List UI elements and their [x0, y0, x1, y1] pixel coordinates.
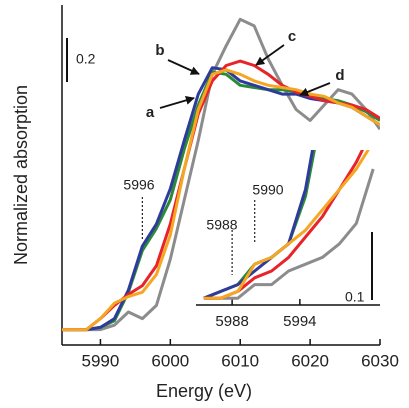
- x-tick-label: 6020: [291, 351, 329, 370]
- series-line: [203, 150, 315, 300]
- label-arrow: [299, 82, 331, 97]
- series-line: [62, 68, 380, 332]
- series-line: [203, 150, 370, 300]
- x-tick-label: 6010: [221, 351, 259, 370]
- y-axis-label: Normalized absorption: [11, 85, 31, 265]
- series-label: a: [146, 104, 155, 121]
- series-label: c: [288, 28, 296, 45]
- series-line: [203, 150, 316, 300]
- series-line: [62, 17, 380, 332]
- marker-label: 5988: [206, 217, 237, 233]
- series-line: [203, 168, 375, 300]
- marker-label: 5990: [252, 182, 283, 198]
- x-axis-label: Energy (eV): [156, 381, 252, 401]
- x-tick-label: 5994: [283, 313, 316, 330]
- x-tick-label: 6030: [361, 351, 399, 370]
- label-arrow: [159, 95, 195, 109]
- x-tick-label: 5990: [82, 351, 120, 370]
- x-tick-label: 5988: [215, 313, 248, 330]
- scale-bar-label: 0.2: [76, 51, 96, 67]
- x-tick-label: 6000: [151, 351, 189, 370]
- marker-label: 5996: [123, 177, 154, 193]
- series-label: b: [155, 42, 164, 59]
- scale-bar-label: 0.1: [345, 289, 365, 305]
- label-arrow: [255, 44, 285, 66]
- series-label: d: [335, 67, 344, 84]
- label-arrow: [167, 59, 200, 75]
